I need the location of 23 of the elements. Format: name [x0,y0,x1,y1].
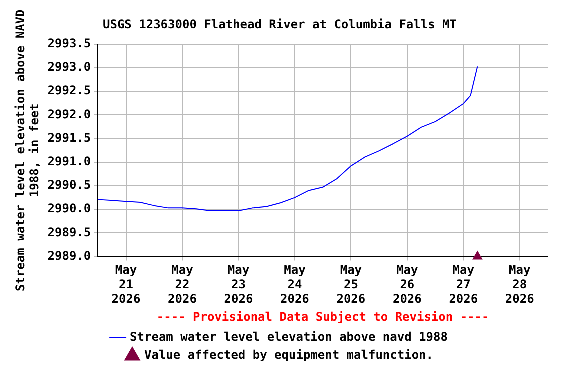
x-tick-label: May 24 2026 [280,263,310,306]
y-tick-label: 2992.5 [48,84,92,98]
y-tick-label: 2993.5 [48,36,92,51]
x-tick-label: May 26 2026 [392,263,422,306]
y-tick-label: 2991.5 [48,130,92,145]
y-tick-label: 2989.5 [48,225,92,240]
y-tick-label: 2993.0 [48,60,92,74]
x-tick-label: May 21 2026 [112,263,141,306]
x-tick-label: May 27 2026 [449,263,478,306]
x-tick-label: May 25 2026 [336,263,366,306]
chart-title: USGS 12363000 Flathead River at Columbia Falls MT [102,17,458,32]
y-axis-title: Stream water level elevation above NAVD 1988, in feet [13,10,42,292]
legend-label: Stream water level elevation above navd 1988 [130,330,448,344]
x-tick-label: May 23 2026 [224,263,254,306]
legend-label: Value affected by equipment malfunction. [144,348,434,362]
y-tick-label: 2990.0 [48,202,92,216]
y-tick-label: 2990.5 [48,178,92,192]
y-tick-label: 2992.0 [48,107,92,122]
text: ---- Provisional Data Subject to Revision ---- [156,310,490,324]
x-tick-label: May 28 2026 [505,263,534,306]
y-tick-label: 2989.0 [48,248,92,263]
y-tick-label: 2991.0 [48,154,92,169]
x-tick-label: May 22 2026 [168,263,197,306]
